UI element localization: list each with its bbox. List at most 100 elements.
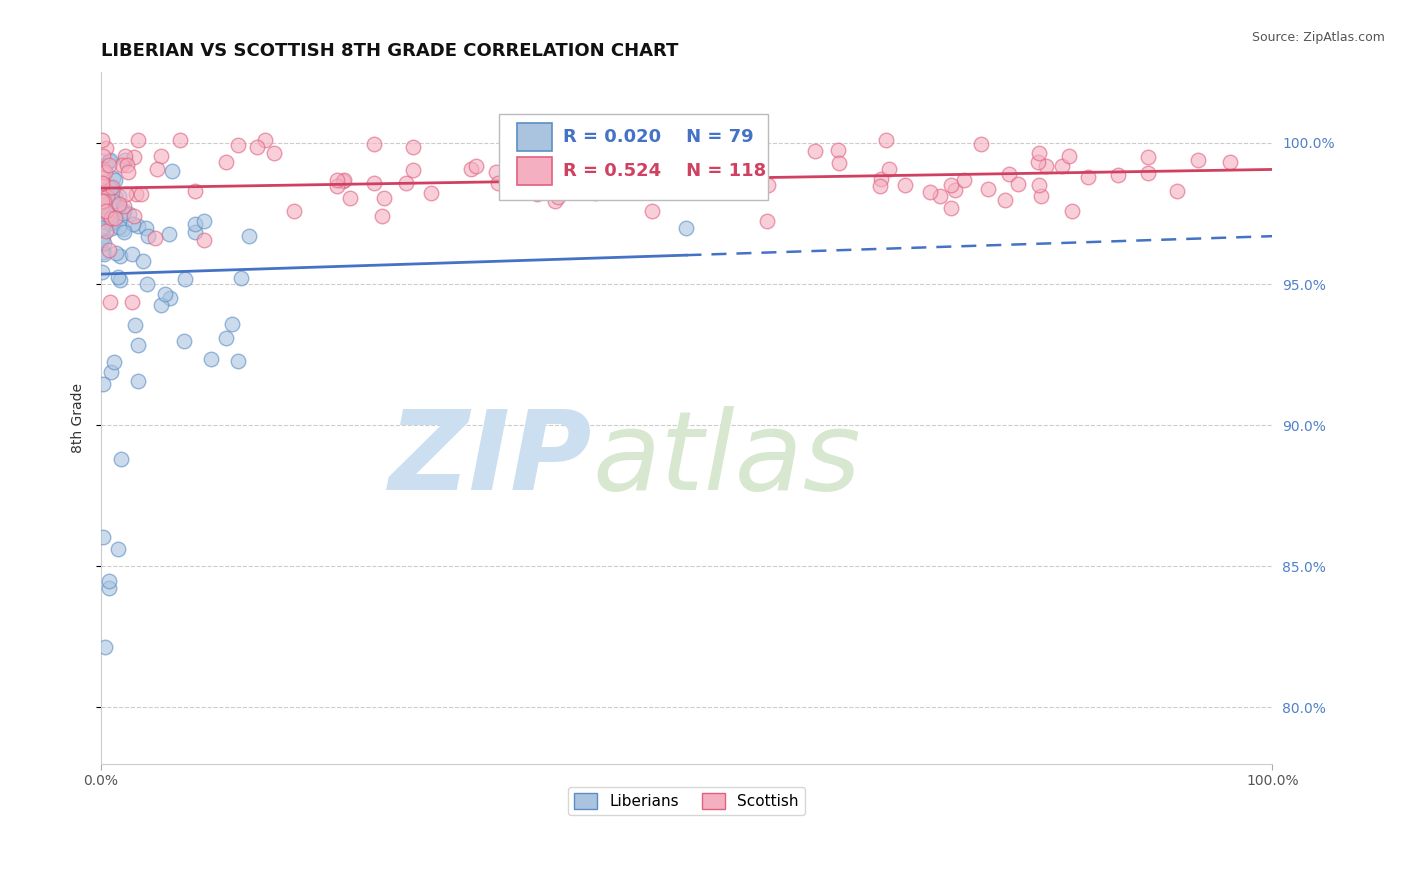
Point: [544, 194, 567, 208]
Point: [547, 181, 569, 195]
Point: [1166, 184, 1188, 198]
Point: [108, 219, 131, 234]
Point: [332, 174, 354, 188]
Point: [114, 187, 136, 202]
Point: [112, 199, 135, 213]
Point: [509, 159, 531, 173]
Point: [97, 207, 120, 221]
Point: [122, 217, 145, 231]
Point: [920, 186, 942, 200]
Point: [169, 133, 191, 147]
Point: [401, 140, 423, 154]
Point: [325, 179, 347, 194]
Point: [127, 133, 149, 147]
Point: [121, 294, 143, 309]
Point: [1007, 178, 1029, 192]
Point: [149, 298, 172, 312]
FancyBboxPatch shape: [516, 158, 551, 186]
Point: [827, 143, 849, 157]
Point: [108, 273, 131, 287]
Point: [939, 178, 962, 193]
Point: [583, 164, 606, 178]
Point: [91, 264, 114, 278]
Point: [547, 190, 569, 204]
Point: [184, 217, 207, 231]
Point: [184, 185, 207, 199]
Point: [894, 178, 917, 192]
Point: [90, 221, 112, 235]
Point: [107, 541, 129, 556]
Point: [1031, 188, 1053, 202]
Point: [215, 331, 238, 345]
Point: [460, 161, 482, 176]
Text: R = 0.524    N = 118: R = 0.524 N = 118: [564, 162, 766, 180]
Point: [110, 451, 132, 466]
Point: [90, 194, 112, 208]
Point: [678, 154, 700, 169]
Point: [939, 201, 962, 215]
Point: [132, 254, 155, 268]
Point: [112, 225, 135, 239]
Point: [953, 173, 976, 187]
Point: [828, 156, 851, 170]
Point: [245, 140, 267, 154]
Point: [755, 213, 778, 227]
Point: [135, 220, 157, 235]
Point: [97, 207, 120, 221]
Point: [756, 178, 779, 193]
Point: [97, 158, 120, 172]
Point: [718, 148, 741, 162]
Point: [508, 148, 530, 162]
Point: [93, 149, 115, 163]
Point: [103, 171, 125, 186]
Point: [90, 171, 112, 186]
Point: [98, 153, 121, 167]
Point: [136, 229, 159, 244]
FancyBboxPatch shape: [499, 114, 769, 201]
Point: [976, 182, 998, 196]
Text: Source: ZipAtlas.com: Source: ZipAtlas.com: [1251, 31, 1385, 45]
Point: [90, 176, 112, 190]
Point: [640, 204, 662, 219]
Point: [627, 181, 650, 195]
Point: [94, 158, 117, 172]
Point: [98, 581, 121, 595]
Point: [100, 365, 122, 379]
Point: [370, 209, 392, 223]
Point: [283, 203, 305, 218]
Point: [870, 171, 893, 186]
Point: [104, 213, 127, 227]
Point: [1028, 178, 1050, 192]
Point: [93, 247, 115, 261]
Point: [254, 133, 277, 147]
Point: [107, 269, 129, 284]
Point: [1137, 166, 1160, 180]
Point: [100, 180, 122, 194]
Point: [333, 173, 356, 187]
Point: [402, 163, 425, 178]
Point: [1107, 168, 1129, 182]
Point: [1050, 159, 1073, 173]
Point: [1219, 155, 1241, 169]
Point: [609, 133, 631, 147]
Point: [104, 190, 127, 204]
Point: [94, 223, 117, 237]
Point: [100, 211, 122, 226]
Point: [200, 351, 222, 366]
Point: [125, 187, 148, 202]
Point: [229, 271, 252, 285]
Point: [598, 180, 620, 194]
Point: [363, 176, 385, 190]
Point: [97, 243, 120, 257]
Point: [100, 216, 122, 230]
Point: [155, 287, 177, 301]
Point: [1035, 159, 1057, 173]
Point: [326, 173, 349, 187]
Point: [583, 186, 606, 200]
Text: atlas: atlas: [593, 406, 862, 513]
Point: [98, 181, 121, 195]
Point: [104, 173, 127, 187]
Point: [91, 229, 114, 244]
Point: [103, 194, 125, 208]
Point: [108, 249, 131, 263]
